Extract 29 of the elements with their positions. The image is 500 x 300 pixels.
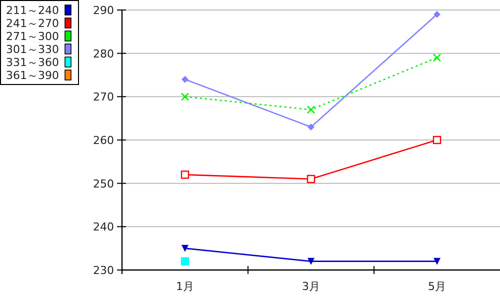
legend-label: 271～300 <box>6 30 59 43</box>
x-tick-label: 1月 <box>176 280 194 293</box>
x-tick-label: 5月 <box>428 280 446 293</box>
legend-label: 211～240 <box>6 4 59 17</box>
legend-label: 241～270 <box>6 17 59 30</box>
y-tick-label: 230 <box>93 264 114 277</box>
point <box>182 76 188 83</box>
point <box>182 244 188 252</box>
legend-label: 331～360 <box>6 56 59 69</box>
point <box>306 174 316 184</box>
y-tick-label: 280 <box>93 47 114 60</box>
point <box>180 257 190 266</box>
y-tick-label: 250 <box>93 177 114 190</box>
point <box>180 92 190 101</box>
y-tick-label: 270 <box>93 90 114 104</box>
y-tick-label: 240 <box>93 220 114 234</box>
legend-label: 361～390 <box>6 69 59 82</box>
point <box>432 54 442 62</box>
y-tick-label: 260 <box>93 134 114 147</box>
point <box>180 170 190 179</box>
legend-label: 301～330 <box>6 43 59 56</box>
y-tick-label: 290 <box>93 4 114 17</box>
x-tick-label: 3月 <box>302 280 320 293</box>
point <box>306 106 316 114</box>
point <box>432 136 442 144</box>
point <box>308 258 314 265</box>
point <box>434 10 440 18</box>
point <box>308 124 314 130</box>
point <box>434 258 440 265</box>
